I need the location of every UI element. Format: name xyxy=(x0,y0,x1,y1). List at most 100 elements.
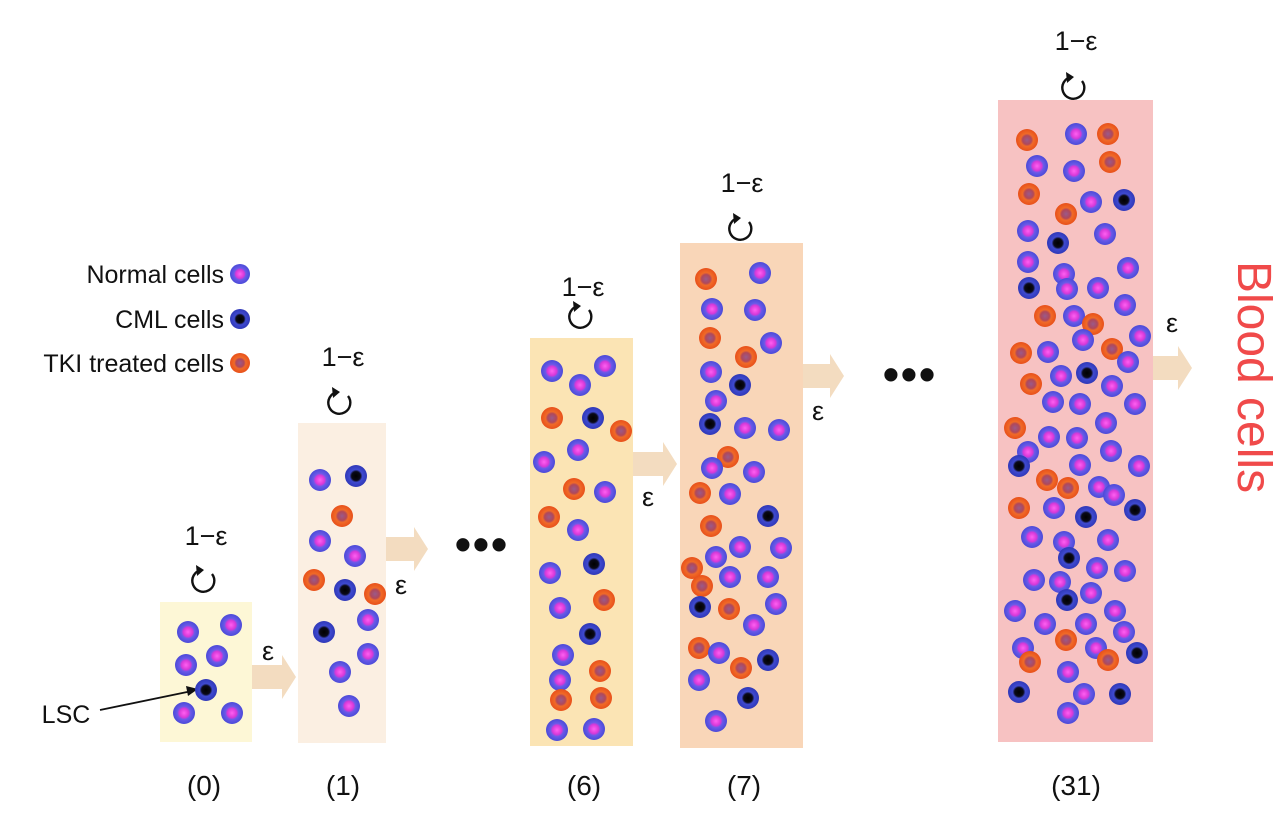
normal-cell xyxy=(734,417,756,439)
tki-cell xyxy=(1055,629,1077,651)
tki-cell xyxy=(303,569,325,591)
legend-tki-text: TKI treated cells xyxy=(43,350,224,378)
normal-cell xyxy=(743,461,765,483)
normal-cell xyxy=(175,654,197,676)
normal-cell xyxy=(1063,160,1085,182)
tki-cell xyxy=(541,407,563,429)
normal-cell xyxy=(206,645,228,667)
normal-cell xyxy=(539,562,561,584)
stage-1-cells xyxy=(303,465,386,717)
normal-cell xyxy=(1117,257,1139,279)
legend: Normal cells CML cells TKI treated cells xyxy=(43,261,250,378)
tki-cell xyxy=(1004,417,1026,439)
normal-cell xyxy=(1103,484,1125,506)
blood-cells-label: Blood cells xyxy=(1227,261,1280,493)
renewal-label-1: 1−ε xyxy=(322,342,365,372)
normal-cell xyxy=(1034,613,1056,635)
tki-cell xyxy=(1101,338,1123,360)
normal-cell xyxy=(309,530,331,552)
renewal-arc-7 xyxy=(728,216,753,241)
tki-cell xyxy=(689,482,711,504)
normal-cell xyxy=(1004,600,1026,622)
normal-cell xyxy=(1042,391,1064,413)
normal-cell xyxy=(221,702,243,724)
tki-cell xyxy=(1010,342,1032,364)
renewal-head-31 xyxy=(1066,72,1074,83)
tki-cell xyxy=(681,557,703,579)
cml-cell xyxy=(579,623,601,645)
stage-7-cells xyxy=(681,262,792,732)
renewal-arc-6 xyxy=(568,304,593,329)
normal-cell xyxy=(1128,455,1150,477)
normal-cell xyxy=(1080,582,1102,604)
renewal-arc-0 xyxy=(191,568,216,593)
normal-cell xyxy=(700,361,722,383)
tki-cell xyxy=(331,505,353,527)
cml-cell xyxy=(1076,362,1098,384)
normal-cell xyxy=(549,597,571,619)
stage-6-box xyxy=(530,338,633,746)
normal-cell xyxy=(594,481,616,503)
normal-cell xyxy=(1087,277,1109,299)
tki-cell xyxy=(610,420,632,442)
renewal-head-0 xyxy=(196,565,204,576)
normal-cell xyxy=(329,661,351,683)
normal-cell xyxy=(688,669,710,691)
legend-tki-cell-icon xyxy=(230,353,250,373)
stage-label-31: (31) xyxy=(1051,770,1101,801)
cml-cell xyxy=(729,374,751,396)
normal-cell xyxy=(1043,497,1065,519)
normal-cell xyxy=(546,719,568,741)
tki-cell xyxy=(1097,123,1119,145)
normal-cell xyxy=(1065,123,1087,145)
normal-cell xyxy=(1069,454,1091,476)
tki-cell xyxy=(691,575,713,597)
normal-cell xyxy=(533,451,555,473)
tki-cell xyxy=(364,583,386,605)
normal-cell xyxy=(760,332,782,354)
normal-cell xyxy=(701,457,723,479)
cml-cell xyxy=(737,687,759,709)
tki-cell xyxy=(699,327,721,349)
normal-cell xyxy=(1063,305,1085,327)
tki-cell xyxy=(700,515,722,537)
tki-cell xyxy=(1016,129,1038,151)
stage-label-0: (0) xyxy=(187,770,221,801)
cml-cell xyxy=(1058,547,1080,569)
normal-cell xyxy=(1114,560,1136,582)
legend-cml-cell-icon xyxy=(230,309,250,329)
normal-cell xyxy=(1129,325,1151,347)
tki-cell xyxy=(1097,649,1119,671)
cells xyxy=(173,123,1151,741)
cml-cell xyxy=(1056,589,1078,611)
normal-cell xyxy=(719,483,741,505)
lsc-arrow-line xyxy=(99,690,193,711)
normal-cell xyxy=(1080,191,1102,213)
normal-cell xyxy=(705,546,727,568)
normal-cell xyxy=(1017,220,1039,242)
normal-cell xyxy=(1057,702,1079,724)
normal-cell xyxy=(719,566,741,588)
normal-cell xyxy=(1038,426,1060,448)
tki-cell xyxy=(593,589,615,611)
normal-cell xyxy=(1094,223,1116,245)
tki-cell xyxy=(717,446,739,468)
diff-label-6: ε xyxy=(642,482,654,512)
renewal-arc-1 xyxy=(327,390,352,415)
normal-cell xyxy=(1097,529,1119,551)
normal-cell xyxy=(1049,571,1071,593)
cml-cell xyxy=(1008,681,1030,703)
cml-cell xyxy=(334,579,356,601)
tki-cell xyxy=(563,478,585,500)
normal-cell xyxy=(1056,278,1078,300)
normal-cell xyxy=(583,718,605,740)
diff-label-31: ε xyxy=(1166,308,1178,338)
normal-cell xyxy=(701,298,723,320)
tki-cell xyxy=(1034,305,1056,327)
tki-cell xyxy=(1099,151,1121,173)
lsc-label: LSC xyxy=(42,701,91,729)
tki-cell xyxy=(735,346,757,368)
normal-cell xyxy=(757,566,779,588)
tki-cell xyxy=(1036,469,1058,491)
